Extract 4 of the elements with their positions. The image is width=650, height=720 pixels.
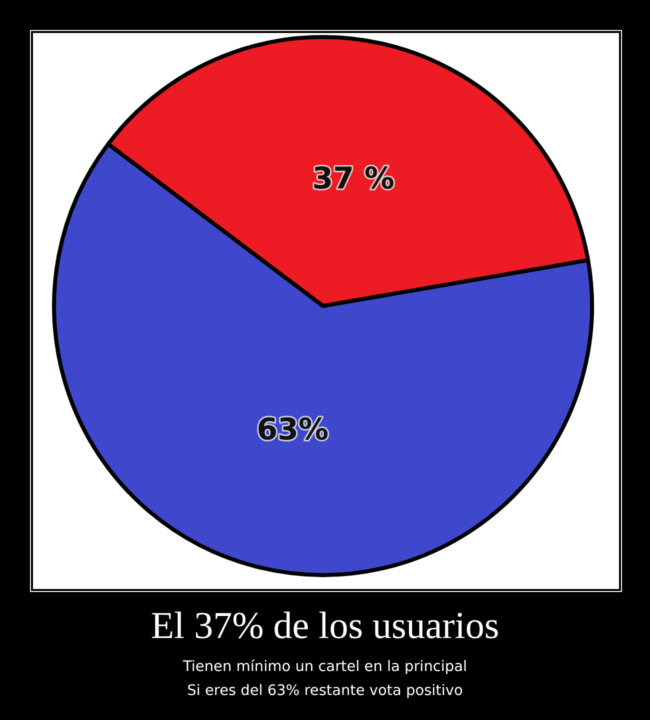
data-label: 37 % (312, 161, 394, 196)
data-label: 63% (256, 412, 329, 448)
text: Tienen mínimo un cartel en la principal Si eres del 63% restante vota positivo (182, 658, 468, 701)
text: El 37% de los usuarios (150, 604, 500, 649)
